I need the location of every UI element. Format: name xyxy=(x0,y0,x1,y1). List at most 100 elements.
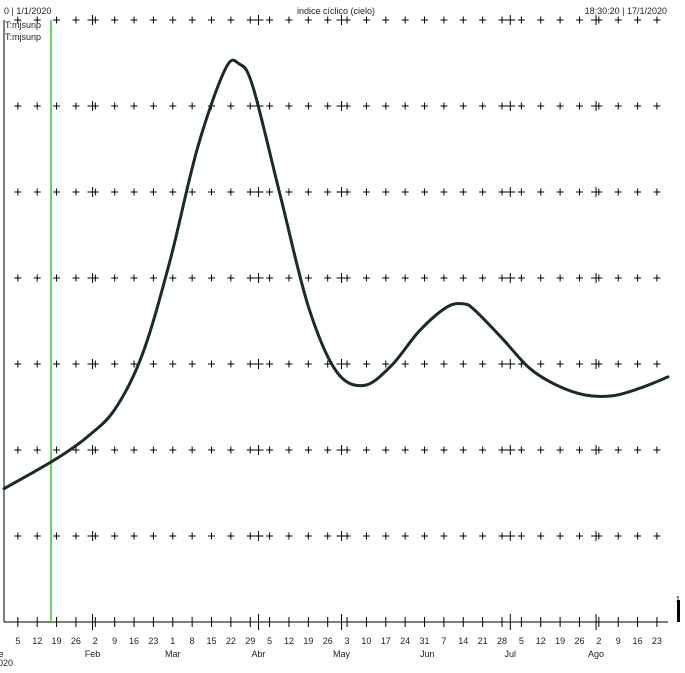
legend-entry-1: T:mjsunp xyxy=(5,20,41,30)
grid-cross xyxy=(33,274,41,282)
grid-cross xyxy=(440,360,448,368)
grid-cross xyxy=(266,532,274,540)
scroll-handle[interactable] xyxy=(677,600,680,622)
grid-cross xyxy=(266,446,274,454)
grid-cross xyxy=(304,102,312,110)
month-label: Ago xyxy=(588,649,604,659)
grid-cross xyxy=(614,102,622,110)
grid-cross xyxy=(505,187,516,197)
grid-cross xyxy=(459,102,467,110)
grid-cross xyxy=(401,274,409,282)
x-tick-label: 7 xyxy=(441,636,446,646)
grid-cross xyxy=(459,274,467,282)
grid-cross xyxy=(208,188,215,196)
grid-cross xyxy=(246,188,254,196)
grid-cross xyxy=(595,102,603,110)
grid-cross xyxy=(253,187,264,197)
grid-cross xyxy=(246,274,254,282)
grid-cross xyxy=(362,446,370,454)
legend-entry-2: T:mjsunp xyxy=(5,32,41,42)
grid-cross xyxy=(53,532,61,540)
grid-cross xyxy=(111,188,119,196)
grid-cross xyxy=(169,188,177,196)
grid-cross xyxy=(440,532,448,540)
grid-cross xyxy=(149,188,157,196)
x-tick-label: 1 xyxy=(170,636,175,646)
grid-cross xyxy=(304,188,312,196)
grid-cross xyxy=(505,273,516,283)
grid-cross xyxy=(227,360,235,368)
grid-cross xyxy=(253,445,264,455)
grid-cross xyxy=(246,102,254,110)
grid-cross xyxy=(634,188,642,196)
grid-cross xyxy=(401,102,409,110)
x-tick-label: 2 xyxy=(596,636,601,646)
x-tick-label: 16 xyxy=(633,636,643,646)
grid-cross xyxy=(33,360,41,368)
grid-cross xyxy=(188,16,196,24)
grid-cross xyxy=(498,274,506,282)
grid-cross xyxy=(246,360,254,368)
grid-cross xyxy=(149,446,157,454)
grid-cross xyxy=(614,16,622,24)
grid-cross xyxy=(130,360,138,368)
grid-cross xyxy=(440,16,448,24)
grid-cross xyxy=(595,446,603,454)
grid-cross xyxy=(459,360,467,368)
x-tick-label: 26 xyxy=(323,636,333,646)
grid-cross xyxy=(479,274,487,282)
grid-cross xyxy=(227,532,235,540)
grid-cross xyxy=(517,188,525,196)
grid-cross xyxy=(72,16,80,24)
grid-cross xyxy=(169,360,177,368)
x-tick-label: 26 xyxy=(574,636,584,646)
scroll-indicator: 1 xyxy=(676,595,681,604)
grid-cross xyxy=(53,274,61,282)
grid-cross xyxy=(479,188,487,196)
grid-cross xyxy=(614,360,622,368)
grid-cross xyxy=(33,446,41,454)
grid-cross xyxy=(285,102,293,110)
grid-cross xyxy=(91,274,99,282)
grid-cross xyxy=(362,274,370,282)
grid-cross xyxy=(253,15,264,25)
grid-cross xyxy=(72,102,80,110)
grid-cross xyxy=(614,446,622,454)
grid-cross xyxy=(324,16,332,24)
grid-cross xyxy=(343,360,351,368)
grid-cross xyxy=(227,188,235,196)
grid-cross xyxy=(421,274,429,282)
grid-cross xyxy=(208,446,215,454)
grid-cross xyxy=(91,16,99,24)
grid-cross xyxy=(208,16,215,24)
month-label: May xyxy=(333,649,351,659)
grid-cross xyxy=(634,16,642,24)
grid-cross xyxy=(401,360,409,368)
grid-cross xyxy=(614,274,622,282)
chart-title: indice cíclico (cielo) xyxy=(297,6,375,16)
grid-cross xyxy=(130,16,138,24)
grid-cross xyxy=(130,188,138,196)
grid-cross xyxy=(304,16,312,24)
grid-cross xyxy=(130,532,138,540)
x-tick-label: 31 xyxy=(420,636,430,646)
grid-cross xyxy=(72,360,80,368)
grid-cross xyxy=(14,188,22,196)
grid-cross xyxy=(91,188,99,196)
grid-cross xyxy=(517,446,525,454)
grid-cross xyxy=(53,446,61,454)
grid-cross xyxy=(517,102,525,110)
grid-cross xyxy=(324,274,332,282)
grid-cross xyxy=(111,274,119,282)
grid-cross xyxy=(498,532,506,540)
grid-cross xyxy=(227,274,235,282)
grid-cross xyxy=(111,446,119,454)
grid-cross xyxy=(33,532,41,540)
grid-cross xyxy=(188,274,196,282)
grid-cross xyxy=(227,16,235,24)
x-ticks xyxy=(17,614,658,630)
grid-cross xyxy=(595,360,603,368)
grid-cross xyxy=(382,446,390,454)
